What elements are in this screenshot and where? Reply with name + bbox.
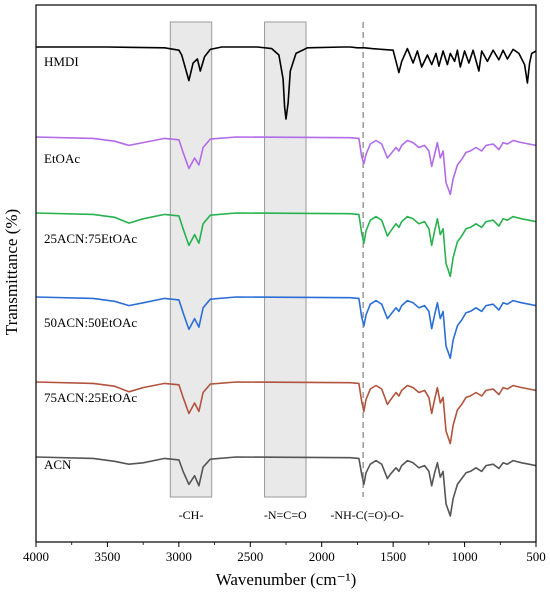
spectra-series (35, 46, 537, 517)
x-tick-label-1: 3500 (94, 549, 120, 564)
series-label-4: 75ACN:25EtOAc (44, 390, 137, 405)
series-label-1: EtOAc (44, 151, 80, 166)
series-line-ACN (35, 456, 537, 517)
x-axis-ticks: 4000 3500 3000 2500 2000 1500 1000 500 (23, 542, 546, 564)
series-label-2: 25ACN:75EtOAc (44, 231, 137, 246)
x-tick-label-7: 500 (526, 549, 546, 564)
series-line-25ACN:75EtOAc (35, 212, 537, 278)
series-label-0: HMDI (44, 54, 79, 69)
shaded-region-1 (264, 21, 307, 498)
series-line-HMDI (36, 46, 537, 120)
x-axis-label: Wavenumber (cm⁻¹) (216, 570, 357, 589)
y-axis-label: Transmittance (%) (2, 209, 21, 335)
x-tick-label-5: 1500 (380, 549, 406, 564)
series-line-75ACN:25EtOAc (35, 381, 537, 445)
x-tick-label-3: 2500 (237, 549, 263, 564)
series-line-EtOAc (35, 136, 537, 196)
x-tick-label-0: 4000 (23, 549, 49, 564)
region-label-1: -N=C=O (264, 508, 307, 522)
x-tick-label-4: 2000 (309, 549, 335, 564)
series-label-3: 50ACN:50EtOAc (44, 315, 137, 330)
region-label-0: -CH- (179, 508, 204, 522)
series-label-5: ACN (44, 457, 72, 472)
reference-label-0: -NH-C(=O)-O- (330, 508, 403, 522)
annotations: HMDI EtOAc 25ACN:75EtOAc 50ACN:50EtOAc 75ACN… (44, 54, 404, 522)
shaded-regions (169, 21, 307, 498)
x-tick-label-6: 1000 (452, 549, 478, 564)
shaded-region-0 (169, 21, 213, 498)
x-tick-label-2: 3000 (166, 549, 192, 564)
series-line-50ACN:50EtOAc (35, 296, 537, 359)
